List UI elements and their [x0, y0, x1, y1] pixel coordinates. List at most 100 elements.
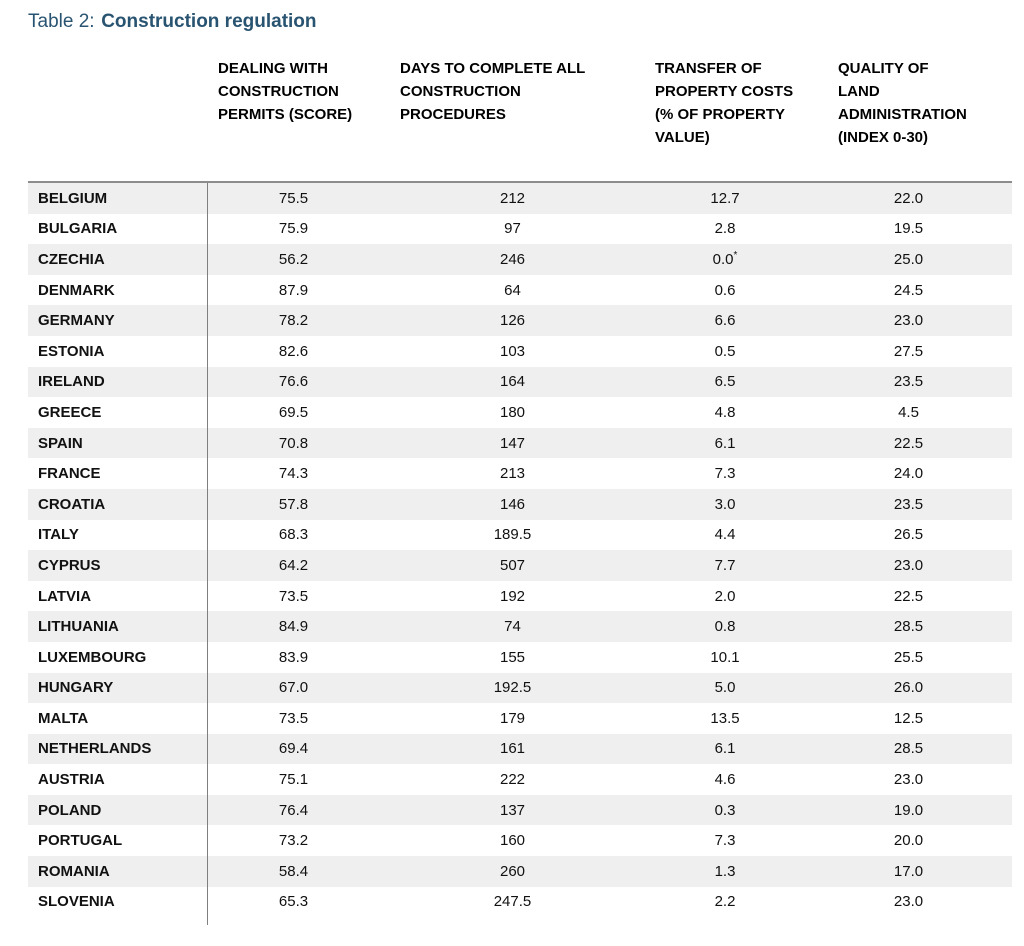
table-row: GREECE 69.5 180 4.8 4.5	[28, 397, 1012, 428]
permits-score-cell: 74.3	[278, 465, 309, 483]
transfer-cost-cell: 0.8	[714, 618, 736, 636]
land-admin-cell: 23.0	[893, 893, 924, 911]
table-row: BULGARIA 75.9 97 2.8 19.5	[28, 214, 1012, 245]
table-row: NETHERLANDS 69.4 161 6.1 28.5	[28, 733, 1012, 765]
column-header-permits-score: DEALING WITH CONSTRUCTION PERMITS (SCORE…	[218, 60, 353, 123]
permits-score-cell: 68.3	[278, 526, 309, 544]
transfer-cost-cell: 2.8	[714, 220, 736, 238]
land-admin-cell: 24.0	[893, 465, 924, 483]
transfer-cost-cell: 7.7	[714, 556, 736, 574]
country-cell: IRELAND	[38, 373, 105, 391]
table-row: MALTA 73.5 179 13.5 12.5	[28, 703, 1012, 734]
permits-score-cell: 76.4	[278, 801, 309, 819]
country-cell: SPAIN	[38, 434, 83, 452]
days-cell: 147	[499, 434, 526, 452]
transfer-cost-cell: 2.0	[714, 587, 736, 605]
transfer-cost-cell: 6.1	[714, 740, 736, 758]
days-cell: 212	[499, 189, 526, 207]
country-cell: PORTUGAL	[38, 832, 123, 850]
permits-score-cell: 57.8	[278, 495, 309, 513]
land-admin-cell: 23.0	[893, 312, 924, 330]
transfer-cost-cell: 0.3	[714, 801, 736, 819]
country-cell: HUNGARY	[38, 679, 114, 697]
land-admin-cell: 20.0	[893, 832, 924, 850]
country-cell: SLOVENIA	[38, 893, 115, 911]
country-cell: NETHERLANDS	[38, 740, 152, 758]
table-row: FRANCE 74.3 213 7.3 24.0	[28, 458, 1012, 489]
table-row: SLOVENIA 65.3 247.5 2.2 23.0	[28, 887, 1012, 918]
land-admin-cell: 22.5	[893, 434, 924, 452]
days-cell: 103	[499, 342, 526, 360]
transfer-cost-cell: 0.5	[714, 342, 736, 360]
days-cell: 180	[499, 403, 526, 421]
column-header-land-admin: QUALITY OF LAND ADMINISTRATION (INDEX 0-…	[838, 60, 967, 146]
land-admin-cell: 23.5	[893, 495, 924, 513]
country-cell: GREECE	[38, 403, 102, 421]
country-cell: ESTONIA	[38, 342, 105, 360]
permits-score-cell: 73.2	[278, 832, 309, 850]
permits-score-cell: 75.9	[278, 220, 309, 238]
table-row: BELGIUM 75.5 212 12.7 22.0	[28, 183, 1012, 214]
country-cell: GERMANY	[38, 312, 115, 330]
transfer-cost-cell: 4.4	[714, 526, 736, 544]
days-cell: 189.5	[493, 526, 532, 544]
permits-score-cell: 82.6	[278, 342, 309, 360]
table-row: CZECHIA 56.2 246 0.0* 25.0	[28, 244, 1012, 275]
transfer-cost-cell: 0.0*	[712, 249, 738, 268]
land-admin-cell: 12.5	[893, 709, 924, 727]
days-cell: 137	[499, 801, 526, 819]
transfer-cost-cell: 4.8	[714, 403, 736, 421]
land-admin-cell: 26.0	[893, 679, 924, 697]
days-cell: 192	[499, 587, 526, 605]
permits-score-cell: 84.9	[278, 618, 309, 636]
table-body: BELGIUM 75.5 212 12.7 22.0 BULGARIA 75.9 97 2.8 1…	[28, 183, 1012, 917]
country-cell: ITALY	[38, 526, 79, 544]
table-row: PORTUGAL 73.2 160 7.3 20.0	[28, 825, 1012, 856]
permits-score-cell: 67.0	[278, 679, 309, 697]
land-admin-cell: 17.0	[893, 862, 924, 880]
table-row: AUSTRIA 75.1 222 4.6 23.0	[28, 764, 1012, 795]
table-row: IRELAND 76.6 164 6.5 23.5	[28, 366, 1012, 398]
table-row: GERMANY 78.2 126 6.6 23.0	[28, 305, 1012, 336]
country-cell: AUSTRIA	[38, 771, 105, 789]
land-admin-cell: 23.5	[893, 373, 924, 391]
column-header-transfer-costs: TRANSFER OF PROPERTY COSTS (% OF PROPERT…	[655, 60, 794, 146]
transfer-cost-cell: 1.3	[714, 862, 736, 880]
country-cell: BELGIUM	[38, 189, 108, 207]
permits-score-cell: 56.2	[278, 250, 309, 268]
permits-score-cell: 73.5	[278, 709, 309, 727]
days-cell: 155	[499, 648, 526, 666]
days-cell: 213	[499, 465, 526, 483]
permits-score-cell: 69.4	[278, 740, 309, 758]
permits-score-cell: 75.5	[278, 189, 309, 207]
permits-score-cell: 78.2	[278, 312, 309, 330]
country-cell: LUXEMBOURG	[38, 648, 147, 666]
permits-score-cell: 76.6	[278, 373, 309, 391]
table-row: LITHUANIA 84.9 74 0.8 28.5	[28, 611, 1012, 642]
transfer-cost-cell: 10.1	[710, 648, 740, 666]
transfer-cost-cell: 5.0	[714, 679, 736, 697]
permits-score-cell: 75.1	[278, 771, 309, 789]
days-cell: 74	[504, 618, 521, 636]
days-cell: 247.5	[493, 893, 532, 911]
days-cell: 222	[499, 771, 526, 789]
table-row: SPAIN 70.8 147 6.1 22.5	[28, 427, 1012, 459]
country-cell: LITHUANIA	[38, 618, 119, 636]
days-cell: 64	[504, 281, 521, 299]
transfer-cost-cell: 4.6	[714, 771, 736, 789]
days-cell: 126	[499, 312, 526, 330]
table-row: HUNGARY 67.0 192.5 5.0 26.0	[28, 672, 1012, 704]
table-row: LATVIA 73.5 192 2.0 22.5	[28, 581, 1012, 612]
land-admin-cell: 23.0	[893, 771, 924, 789]
transfer-cost-cell: 2.2	[714, 893, 736, 911]
permits-score-cell: 58.4	[278, 862, 309, 880]
permits-score-cell: 83.9	[278, 648, 309, 666]
table-title-text: Construction regulation	[101, 11, 317, 32]
table-row: ROMANIA 58.4 260 1.3 17.0	[28, 856, 1012, 887]
transfer-cost-cell: 7.3	[714, 832, 736, 850]
land-admin-cell: 22.5	[893, 587, 924, 605]
footnote-marker: *	[733, 249, 738, 261]
country-cell: CYPRUS	[38, 556, 101, 574]
land-admin-cell: 23.0	[893, 556, 924, 574]
permits-score-cell: 65.3	[278, 893, 309, 911]
